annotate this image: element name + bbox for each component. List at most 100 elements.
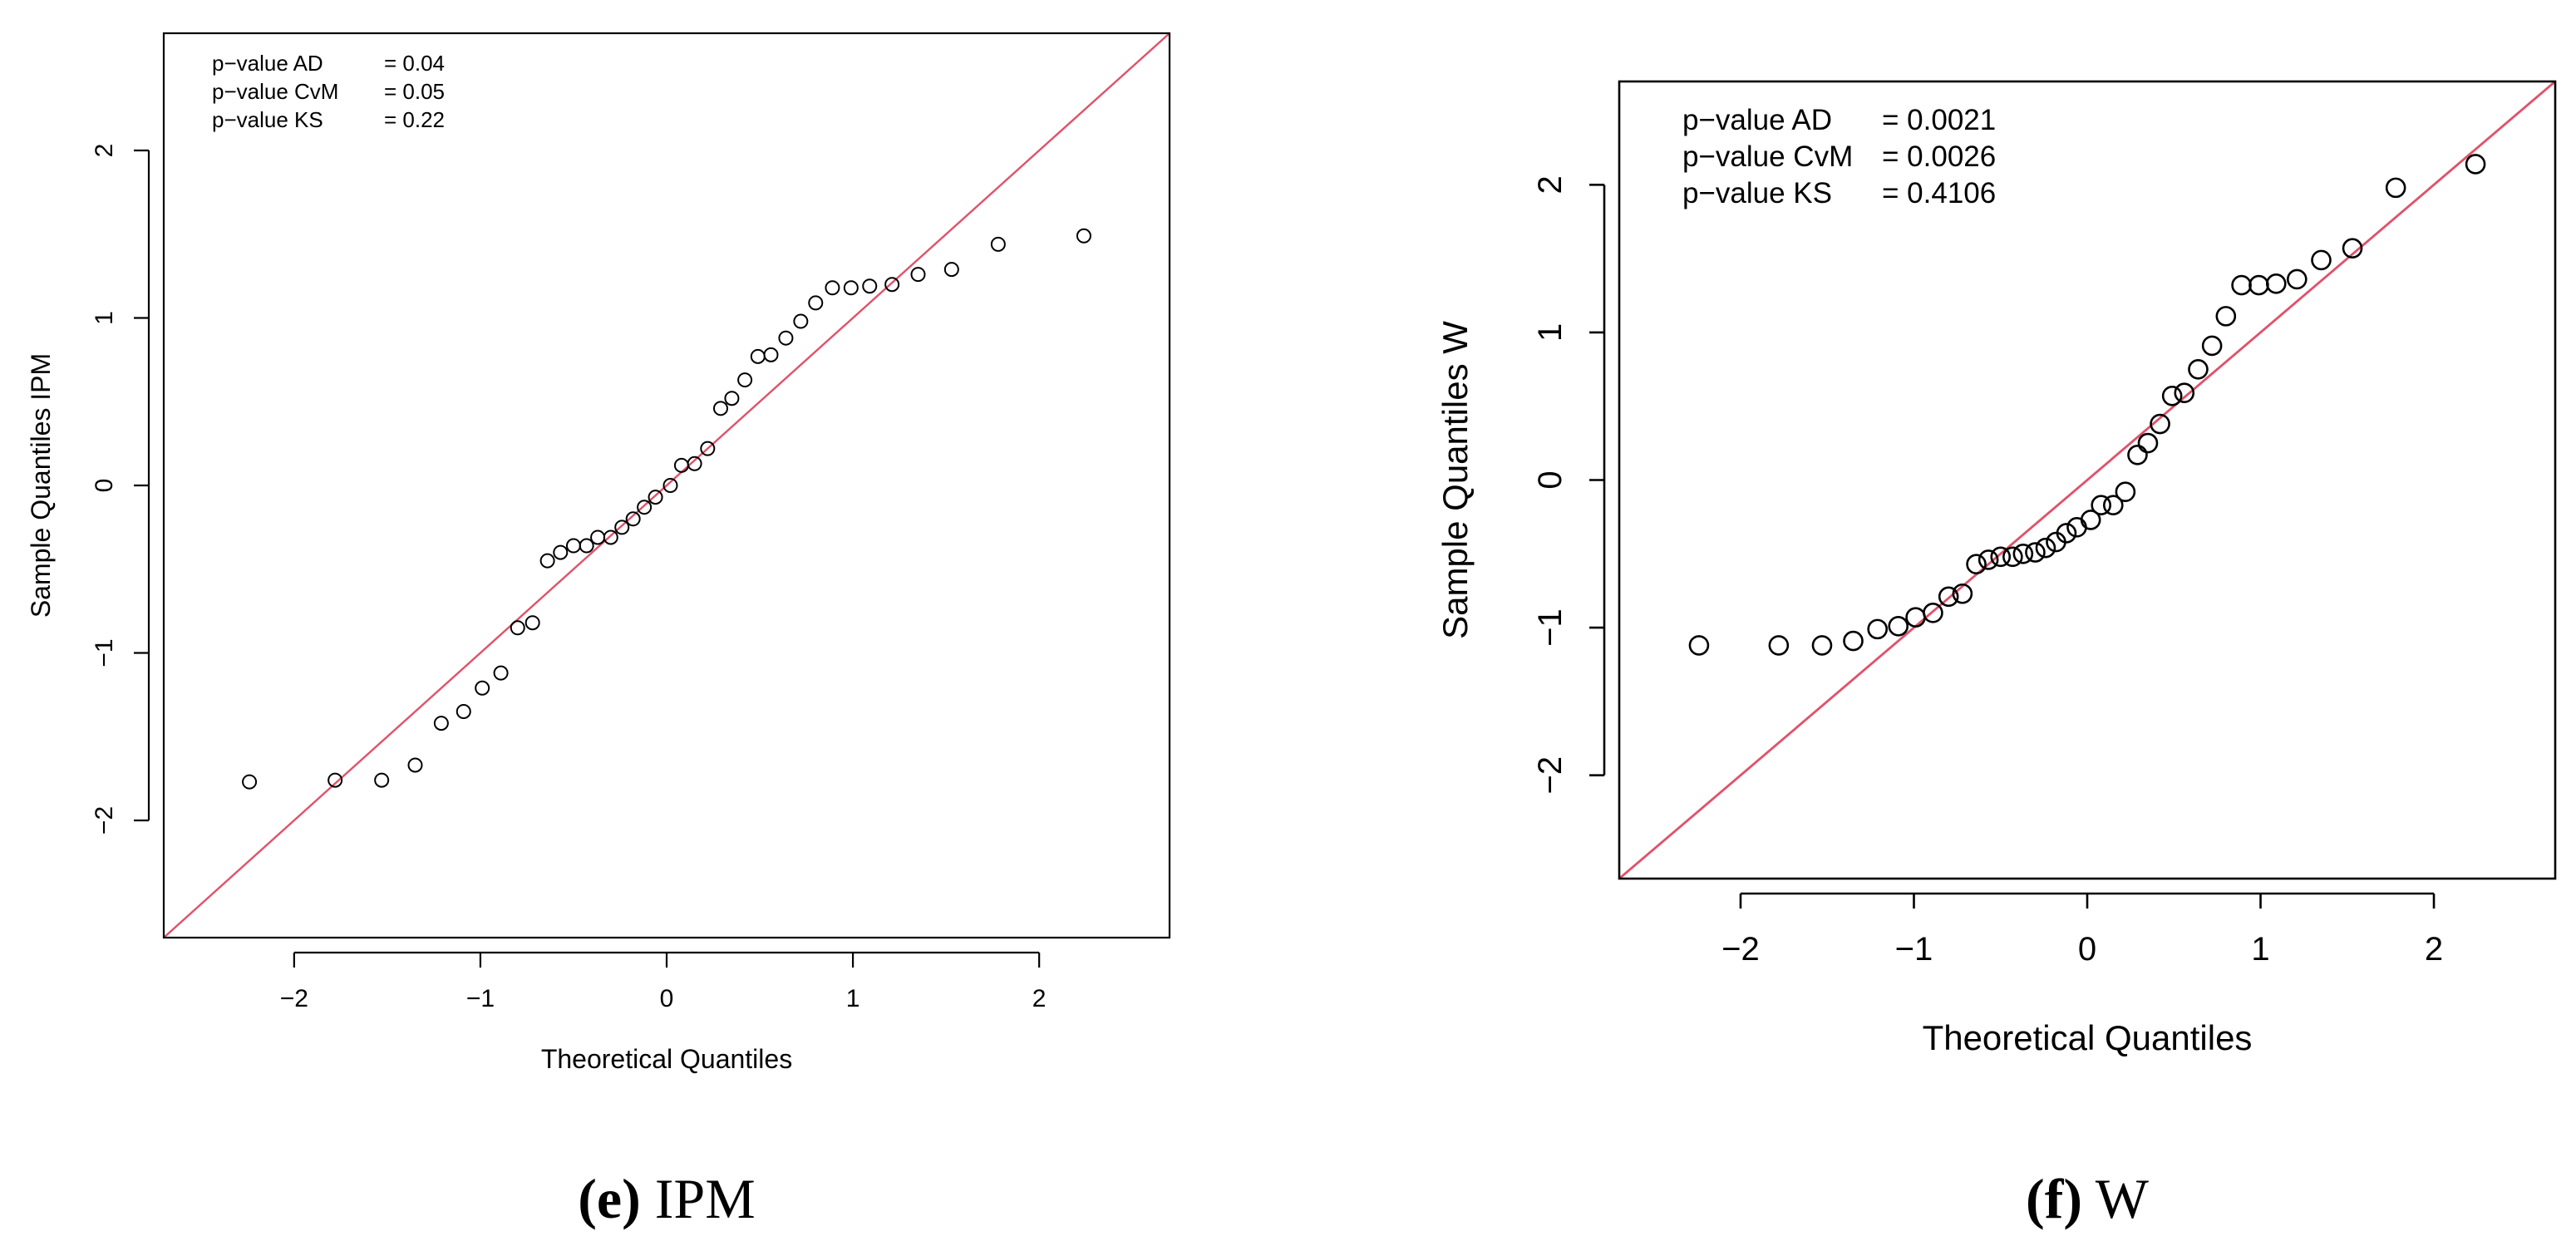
panel-caption: (e) IPM: [578, 1167, 755, 1230]
data-point: [2311, 249, 2332, 271]
data-point: [793, 313, 809, 329]
data-point: [2287, 268, 2308, 290]
data-point: [1952, 583, 1973, 604]
pvalue-label: p−value KS: [212, 107, 323, 132]
data-point: [328, 772, 343, 788]
plot-frame: [162, 32, 1171, 939]
data-point: [2201, 335, 2223, 357]
data-point: [1811, 635, 1833, 656]
x-tick-label: 0: [660, 985, 674, 1012]
data-point: [808, 295, 824, 311]
x-tick-label: −1: [466, 985, 495, 1012]
data-point: [625, 511, 641, 527]
data-point: [590, 529, 606, 545]
x-tick-label: 1: [846, 985, 860, 1012]
data-point: [2174, 382, 2195, 404]
y-tick-label: 0: [1532, 470, 1569, 489]
data-point: [565, 538, 581, 554]
reference-line: [1619, 81, 2555, 879]
data-point: [374, 772, 390, 788]
data-point: [2127, 445, 2148, 465]
data-point: [2115, 481, 2136, 503]
data-point: [1978, 549, 1999, 570]
data-point: [1843, 630, 1864, 652]
data-point: [673, 457, 689, 473]
data-point: [579, 538, 594, 554]
data-point: [242, 774, 258, 790]
x-tick-label: 0: [2078, 931, 2096, 968]
data-point: [1905, 607, 1926, 628]
pvalue-value: = 0.04: [384, 51, 445, 76]
data-point: [493, 665, 509, 681]
data-point: [2342, 238, 2363, 259]
data-point: [553, 544, 569, 560]
data-point: [884, 277, 900, 293]
data-point: [862, 278, 878, 294]
data-point: [910, 267, 926, 283]
data-point: [2035, 537, 2056, 559]
data-point: [1768, 635, 1790, 656]
pvalue-value: = 0.22: [384, 107, 445, 132]
y-tick-label: −2: [1532, 756, 1569, 795]
data-point: [1923, 603, 1943, 623]
x-tick-label: 2: [1032, 985, 1047, 1012]
plot-frame: [1618, 80, 2557, 880]
data-point: [2465, 154, 2486, 175]
data-point: [2265, 273, 2287, 294]
data-point: [750, 348, 766, 364]
y-tick-label: 2: [91, 144, 118, 158]
data-point: [2102, 495, 2124, 515]
data-point: [712, 401, 728, 416]
data-point: [1966, 554, 1987, 575]
qq-plot-w: −2 −1 0 1 2 −2 −1 0 1 2 Theoretical Quantiles Sampl…: [1436, 80, 2557, 1230]
x-axis-title: Theoretical Quantiles: [541, 1044, 792, 1074]
panel-caption: (f) W: [2026, 1167, 2150, 1230]
y-axis-title: Sample Quantiles IPM: [26, 353, 56, 618]
data-point: [2385, 177, 2406, 199]
data-point: [475, 680, 490, 696]
data-point: [1990, 546, 2012, 568]
pvalue-value: = 0.0026: [1882, 140, 1996, 173]
data-point: [2002, 546, 2023, 568]
data-point: [737, 372, 753, 388]
data-point: [648, 490, 663, 505]
pvalue-label: p−value AD: [212, 51, 323, 76]
data-point: [2248, 274, 2269, 296]
data-point: [525, 615, 540, 631]
data-point: [990, 236, 1006, 252]
data-point: [2188, 359, 2209, 380]
pvalue-value: = 0.05: [384, 79, 445, 104]
data-point: [2215, 306, 2237, 327]
data-point: [763, 347, 779, 362]
data-point: [637, 500, 653, 515]
caption-text: IPM: [641, 1167, 756, 1230]
x-tick-label: −2: [280, 985, 308, 1012]
pvalue-label: p−value KS: [1682, 177, 1832, 209]
data-point: [724, 391, 740, 406]
pvalue-value: = 0.0021: [1882, 104, 1996, 136]
y-tick-label: 1: [1532, 323, 1569, 342]
caption-text: W: [2082, 1167, 2150, 1230]
data-point: [2025, 542, 2046, 563]
data-point: [2056, 523, 2077, 544]
pvalue-label: p−value AD: [1682, 104, 1832, 136]
data-point: [2231, 274, 2252, 296]
data-point: [510, 620, 525, 636]
x-tick-label: 2: [2425, 931, 2443, 968]
x-tick-label: 1: [2251, 931, 2269, 968]
data-point: [825, 280, 840, 296]
data-point: [2066, 517, 2087, 538]
x-tick-label: −2: [1721, 931, 1760, 968]
data-point: [603, 529, 618, 545]
data-point: [943, 262, 959, 278]
data-point: [778, 330, 794, 346]
data-point: [2080, 510, 2101, 530]
data-point: [614, 520, 630, 535]
data-point: [843, 280, 859, 296]
data-point: [700, 441, 716, 456]
data-point: [407, 757, 423, 773]
data-point: [456, 704, 471, 719]
data-point: [539, 553, 555, 569]
data-point: [433, 716, 449, 731]
